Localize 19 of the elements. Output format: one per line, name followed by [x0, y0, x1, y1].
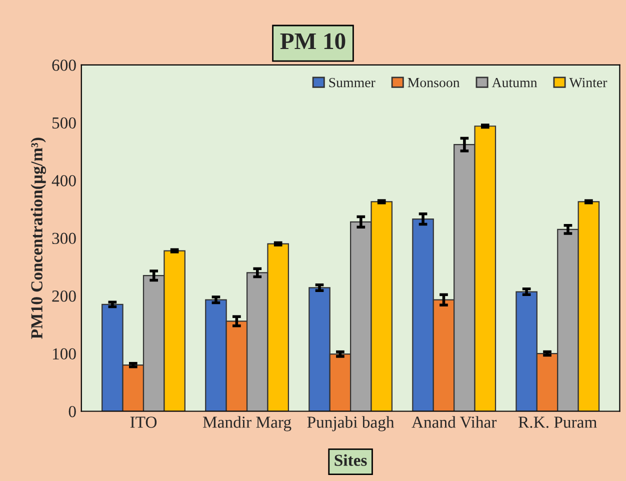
y-tick-label: 300: [52, 232, 76, 244]
y-tick-label: 200: [52, 290, 76, 302]
x-tick-label: ITO: [130, 416, 157, 428]
y-tick-label: 400: [52, 175, 76, 186]
legend-label: Monsoon: [408, 78, 460, 88]
chart-title: PM 10: [280, 33, 346, 50]
legend-label: Winter: [569, 78, 608, 88]
y-tick-label: 100: [52, 348, 76, 360]
y-tick-label: 500: [52, 117, 76, 129]
legend-label: Summer: [329, 78, 376, 88]
x-tick-label: Punjabi bagh: [307, 416, 394, 432]
legend-label: Autumn: [492, 78, 538, 88]
y-axis-title: PM10 Concentration(µg/m³): [30, 138, 46, 339]
x-tick-label: Anand Vihar: [412, 416, 497, 428]
x-axis-title: Sites: [334, 454, 367, 466]
x-tick-label: Mandir Marg: [202, 416, 292, 432]
x-tick-label: R.K. Puram: [518, 416, 597, 428]
y-tick-label: 0: [68, 406, 76, 418]
y-tick-label: 600: [52, 60, 76, 71]
